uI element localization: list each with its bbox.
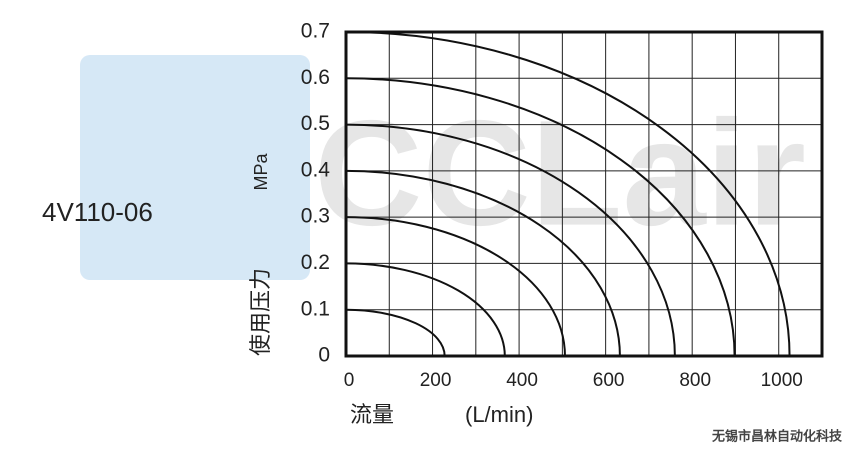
y-tick-label: 0.2 xyxy=(301,251,330,274)
y-label: 使用压力 xyxy=(248,268,273,356)
x-tick-label: 200 xyxy=(420,370,452,391)
flow-curve xyxy=(345,31,791,357)
y-tick-label: 0.5 xyxy=(301,112,330,135)
y-tick-label: 0.7 xyxy=(301,20,330,43)
x-tick-label: 400 xyxy=(506,370,538,391)
y-tick-label: 0.6 xyxy=(301,66,330,89)
x-tick-label: 0 xyxy=(344,370,355,391)
flow-curve xyxy=(345,262,506,357)
plot-frame xyxy=(344,30,824,358)
x-label: 流量 xyxy=(350,402,394,427)
y-tick-label: 0.4 xyxy=(301,158,331,181)
watermark-logo xyxy=(80,55,310,280)
footer: 无锡市昌林自动化科技 xyxy=(711,428,843,443)
flow-curve xyxy=(345,123,676,357)
x-tick-label: 1000 xyxy=(761,370,803,391)
flow-curve xyxy=(345,77,736,357)
flow-curve xyxy=(345,216,566,357)
model-label: 4V110-06 xyxy=(42,197,153,227)
watermark: CCLair xyxy=(314,89,806,257)
x-tick-label: 600 xyxy=(593,370,625,391)
x-tick-label: 800 xyxy=(679,370,711,391)
x-unit: (L/min) xyxy=(465,402,533,427)
y-tick-label: 0.3 xyxy=(301,205,330,228)
flow-curve xyxy=(345,169,621,357)
flow-curve xyxy=(345,308,446,357)
y-tick-label: 0 xyxy=(318,344,330,367)
y-unit: MPa xyxy=(251,153,271,191)
y-tick-label: 0.1 xyxy=(301,297,330,320)
